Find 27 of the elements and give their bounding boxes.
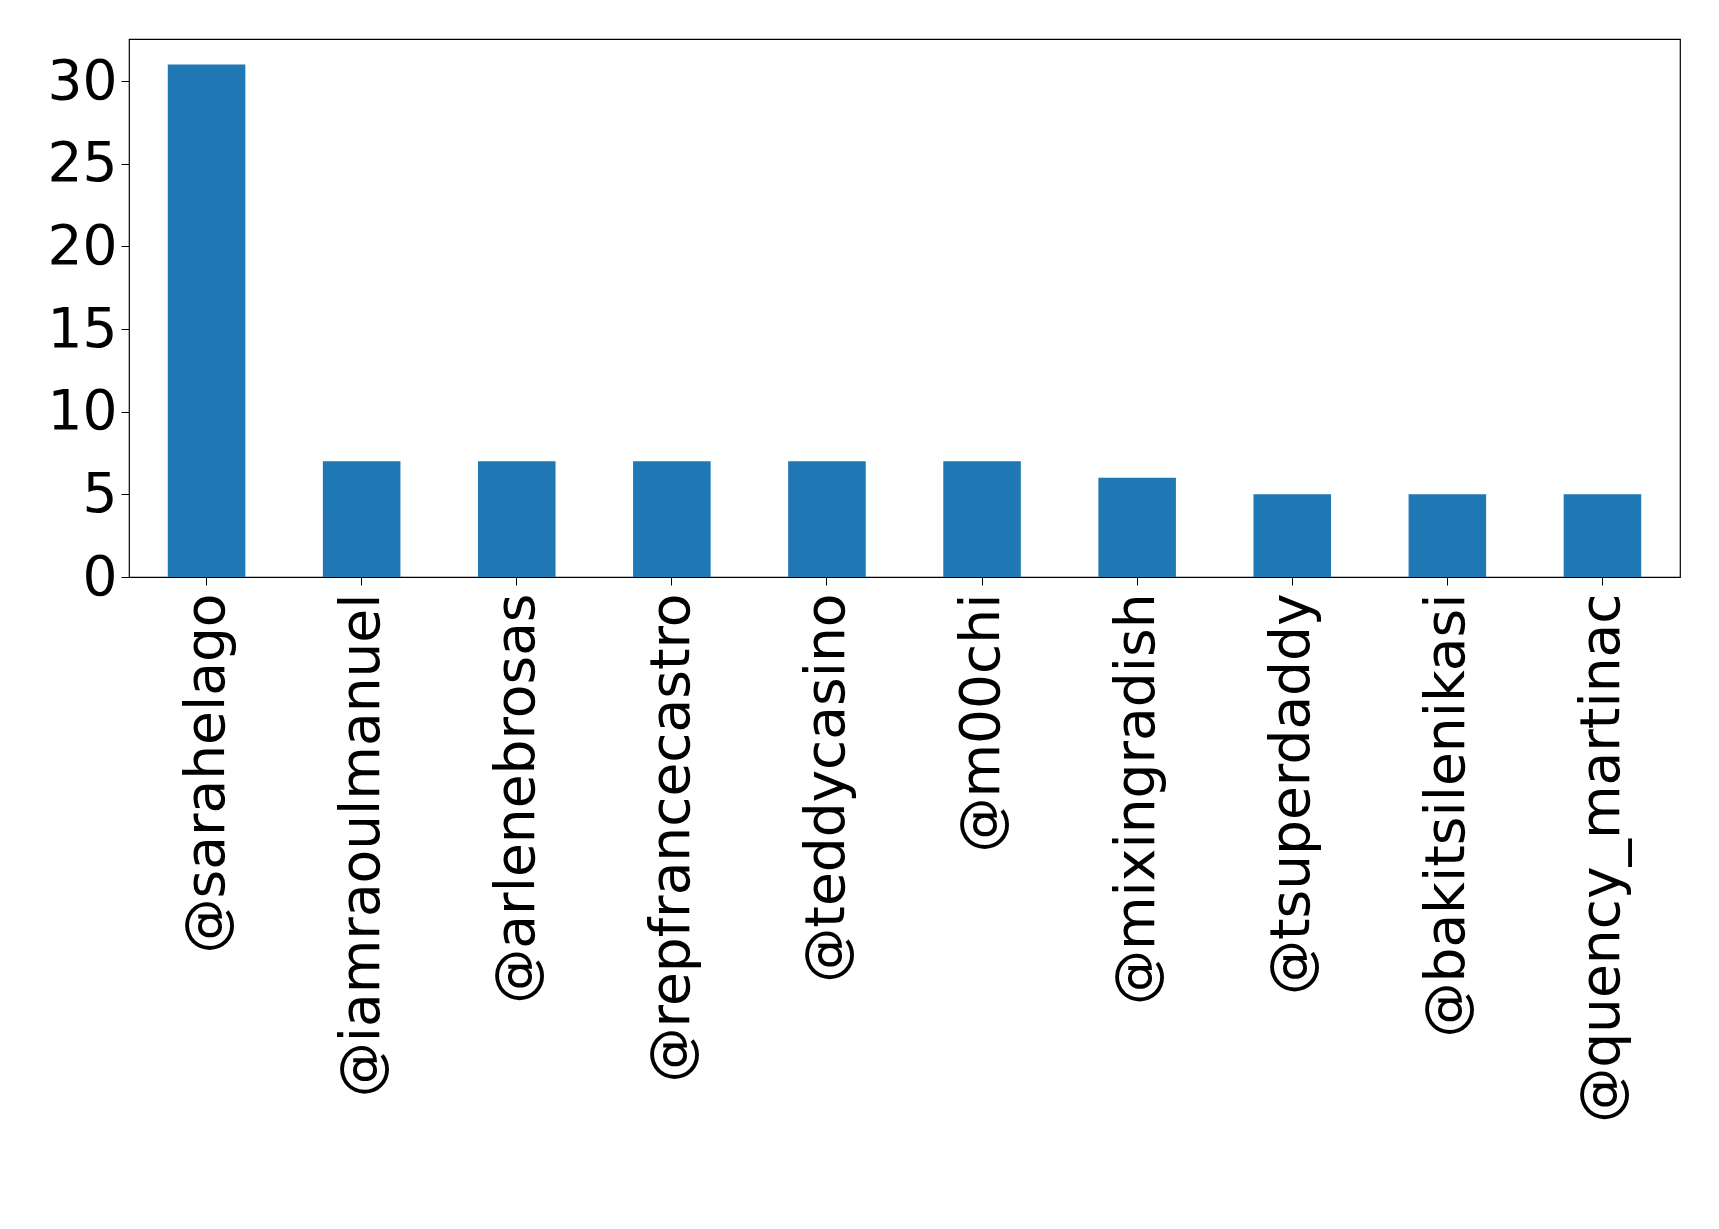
- y-tick-label: 30: [47, 47, 118, 112]
- bar: [633, 461, 711, 577]
- y-tick-label: 20: [47, 212, 118, 277]
- x-tick-label: @quency_martinac: [1568, 593, 1633, 1123]
- x-tick-label: @iamraoulmanuel: [327, 593, 392, 1098]
- bar: [477, 461, 556, 577]
- x-tick-label: @bakitsilenikasi: [1413, 593, 1478, 1038]
- bar: [943, 461, 1021, 577]
- x-tick-label: @m00chi: [948, 593, 1013, 853]
- bar: [1253, 494, 1332, 577]
- x-tick-label: @sarahelago: [172, 593, 237, 954]
- x-tick-label: @arlenebrosas: [482, 593, 547, 1004]
- x-tick-label: @mixingradish: [1103, 593, 1168, 1005]
- x-tick-label: @teddycasino: [792, 593, 857, 983]
- bar: [1098, 477, 1176, 577]
- bar: [167, 64, 246, 577]
- bar: [1563, 494, 1642, 577]
- x-tick-label: @tsuperdaddy: [1258, 593, 1323, 995]
- y-tick-label: 0: [82, 543, 118, 608]
- y-tick-label: 5: [82, 460, 118, 525]
- y-tick-label: 15: [47, 295, 118, 360]
- y-tick-label: 25: [47, 130, 118, 195]
- bar: [788, 461, 866, 577]
- x-tick-label: @repfrancecastro: [637, 593, 702, 1083]
- bar: [1408, 494, 1487, 577]
- y-tick-label: 10: [47, 378, 118, 443]
- bar: [322, 461, 401, 577]
